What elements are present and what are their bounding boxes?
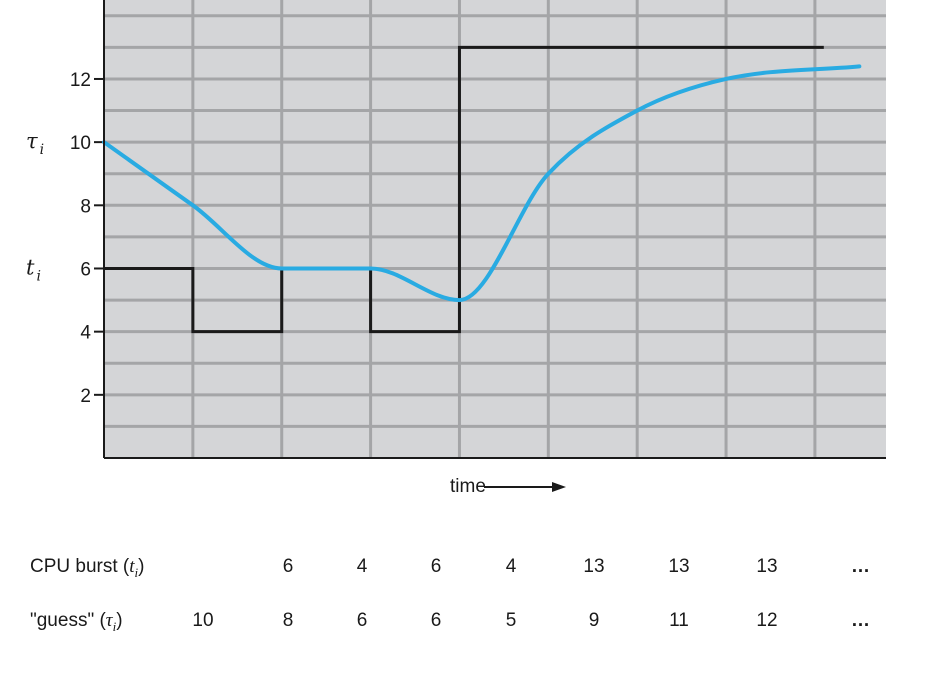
row-value: 4: [505, 556, 517, 577]
y-tick-label: 6: [80, 259, 91, 280]
row-value: 9: [588, 610, 600, 631]
series-group: [102, 45, 862, 334]
row-value: 6: [430, 556, 442, 577]
y-tick-label: 12: [70, 70, 91, 91]
y-tick-label: 2: [80, 386, 91, 407]
row-label: CPU burst (ti): [30, 556, 145, 580]
time-arrow-icon: [484, 482, 566, 492]
cpu-burst-row: CPU burst (ti) 6 4 6 4 13 13 13 …: [0, 552, 948, 582]
row-value: 6: [430, 610, 442, 631]
row-ellipsis: …: [851, 610, 873, 631]
row-label: "guess" (τi): [30, 610, 123, 634]
burst-step-line: [104, 45, 824, 334]
chart: 2 4 6 8 10 12 τ i t i time: [26, 0, 886, 497]
row-value: 13: [583, 556, 605, 577]
y-tick-label: 4: [80, 323, 91, 344]
plot-area: [104, 0, 886, 458]
x-axis-label: time: [450, 476, 486, 497]
guess-row: "guess" (τi) 10 8 6 6 5 9 11 12 …: [0, 606, 948, 636]
guess-curve-line: [102, 64, 862, 303]
y-tick-label: 10: [70, 133, 91, 154]
y-annotation-subscript: i: [40, 142, 44, 158]
row-value: 6: [282, 556, 294, 577]
row-value: 12: [756, 610, 778, 631]
row-value: 8: [282, 610, 294, 631]
y-tick-label: 8: [80, 196, 91, 217]
row-value: 11: [669, 610, 689, 631]
row-value: 6: [356, 610, 368, 631]
row-value: 10: [192, 610, 214, 631]
y-annotation-subscript: i: [36, 268, 40, 284]
row-value: 4: [356, 556, 368, 577]
y-annotations: τ i t i: [26, 129, 44, 284]
row-value: 13: [668, 556, 690, 577]
row-ellipsis: …: [851, 556, 873, 577]
row-value: 5: [505, 610, 517, 631]
y-axis: 2 4 6 8 10 12: [70, 70, 104, 407]
grid: [104, 0, 886, 458]
row-value: 13: [756, 556, 778, 577]
